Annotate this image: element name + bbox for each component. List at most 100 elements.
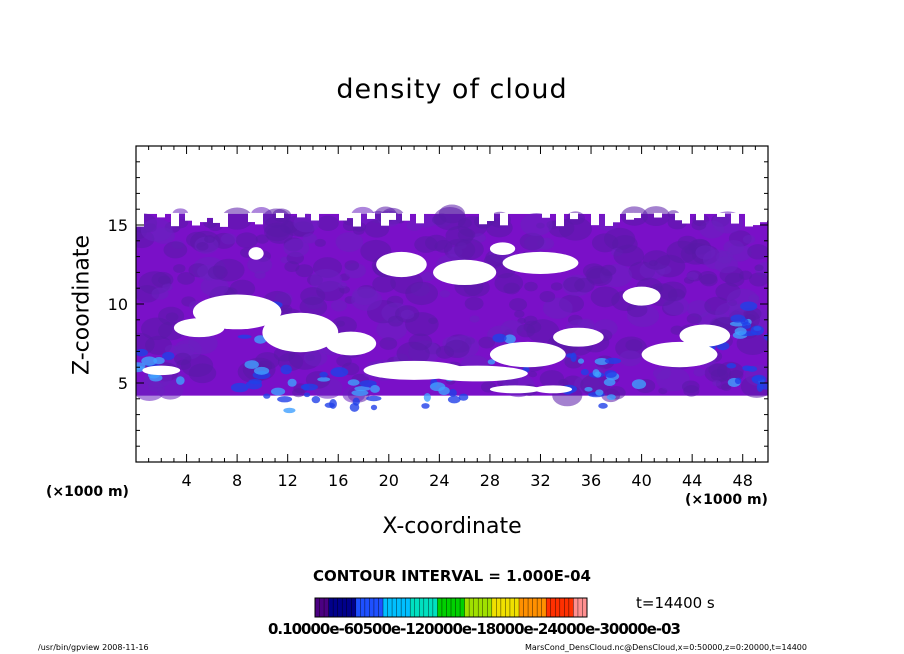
colorbar-cell: [577, 598, 583, 617]
cloud-texture: [700, 273, 718, 287]
colorbar-cell: [469, 598, 475, 617]
colorbar-cell: [555, 598, 561, 617]
cloud-edge: [192, 212, 200, 226]
colorbar-cell: [423, 598, 429, 617]
colorbar-cell: [324, 598, 330, 617]
dense-cloud-spot: [772, 301, 778, 305]
colorbar-cell: [509, 598, 515, 617]
cloud-texture: [235, 232, 258, 249]
colorbar-cell: [514, 598, 520, 617]
cloud-edge: [157, 212, 165, 218]
cloud-texture: [434, 239, 453, 253]
dense-cloud-spot: [595, 389, 604, 396]
x-axis-label: X-coordinate: [382, 514, 522, 539]
clear-region: [679, 324, 731, 347]
dense-cloud-spot: [370, 385, 380, 393]
cloud-texture: [439, 289, 451, 298]
colorbar-cell: [478, 598, 484, 617]
cloud-texture: [514, 310, 525, 318]
colorbar-cell: [328, 598, 334, 617]
colorbar-cell: [319, 598, 325, 617]
cloud-edge: [766, 212, 768, 221]
dense-cloud-spot: [750, 325, 764, 336]
footer-data-source: MarsCond_DensCloud.nc@DensCloud,x=0:5000…: [525, 643, 807, 652]
dense-cloud-spot: [592, 369, 600, 377]
dense-cloud-spot: [577, 358, 585, 364]
clear-region: [534, 385, 573, 394]
dense-cloud-spot: [317, 377, 331, 382]
x-tick-label: 8: [232, 471, 242, 490]
dense-cloud-spot: [270, 387, 286, 396]
cloud-texture: [140, 218, 173, 242]
dense-cloud-spot: [263, 393, 271, 399]
colorbar-cell: [496, 598, 502, 617]
cloud-texture: [747, 244, 768, 260]
cloud-edge: [213, 212, 221, 223]
cloud-edge: [605, 212, 613, 226]
clear-region: [641, 341, 718, 368]
y-axis-ticks: 5 10 15: [108, 145, 768, 463]
cloud-texture: [649, 259, 658, 267]
cloud-texture: [625, 339, 643, 352]
cloud-texture: [708, 363, 728, 377]
cloud-texture: [303, 349, 328, 367]
dense-cloud-spot: [254, 335, 267, 344]
dense-cloud-spot: [244, 360, 259, 369]
colorbar-cell: [414, 598, 420, 617]
clear-region: [142, 365, 181, 376]
dense-cloud-spot: [287, 378, 297, 387]
colorbar-cell: [428, 598, 434, 617]
colorbar-cell: [541, 598, 547, 617]
cloud-texture: [721, 383, 732, 391]
cloud-texture: [295, 264, 314, 278]
dense-cloud-spot: [176, 376, 185, 385]
clear-region: [489, 341, 566, 368]
y-tick-label: 15: [108, 216, 128, 235]
dense-cloud-spot: [311, 396, 321, 404]
dense-cloud-spot: [136, 348, 148, 357]
dense-cloud-spot: [763, 333, 768, 342]
colorbar-cell: [337, 598, 343, 617]
cloud-texture: [247, 255, 273, 274]
cloud-texture: [600, 264, 617, 276]
colorbar-cell: [519, 598, 525, 617]
colorbar-cell: [473, 598, 479, 617]
dense-cloud-spot: [366, 395, 382, 402]
colorbar-cell: [364, 598, 370, 617]
colorbar-cell: [369, 598, 375, 617]
cloud-texture: [433, 206, 467, 231]
clear-region: [426, 365, 528, 382]
dense-cloud-spot: [347, 379, 360, 386]
clear-region: [489, 242, 516, 256]
cloud-texture: [686, 313, 702, 325]
cloud-edge: [416, 212, 424, 224]
colorbar-cell: [360, 598, 366, 617]
cloud-texture: [229, 279, 256, 298]
cloud-texture: [177, 272, 195, 285]
cloud-texture: [283, 238, 310, 258]
cloud-edge: [570, 212, 578, 220]
colorbar-cell: [532, 598, 538, 617]
colorbar-cell: [441, 598, 447, 617]
colorbar-cell: [482, 598, 488, 617]
x-axis-ticks: 4 8 12 16 20 24 28 32 36 40 44 48: [135, 146, 769, 490]
cloud-texture: [405, 281, 439, 306]
cloud-texture: [458, 218, 472, 228]
colorbar-cell: [451, 598, 457, 617]
cloud-texture: [509, 298, 528, 311]
dense-cloud-spot: [447, 395, 461, 404]
colorbar-cell: [392, 598, 398, 617]
dense-cloud-spot: [359, 380, 377, 388]
dense-cloud-spot: [330, 367, 349, 378]
x-tick-label: 4: [181, 471, 191, 490]
colorbar-cell: [410, 598, 416, 617]
colorbar-cell: [460, 598, 466, 617]
dense-cloud-spot: [141, 356, 158, 366]
cloud-texture: [742, 234, 756, 244]
cloud-texture: [158, 275, 171, 285]
dense-cloud-spot: [604, 370, 617, 378]
contour-interval-text: CONTOUR INTERVAL = 1.000E-04: [313, 567, 591, 585]
cloud-edge: [731, 212, 739, 224]
cloud-texture: [164, 344, 178, 354]
clear-region: [248, 247, 264, 260]
